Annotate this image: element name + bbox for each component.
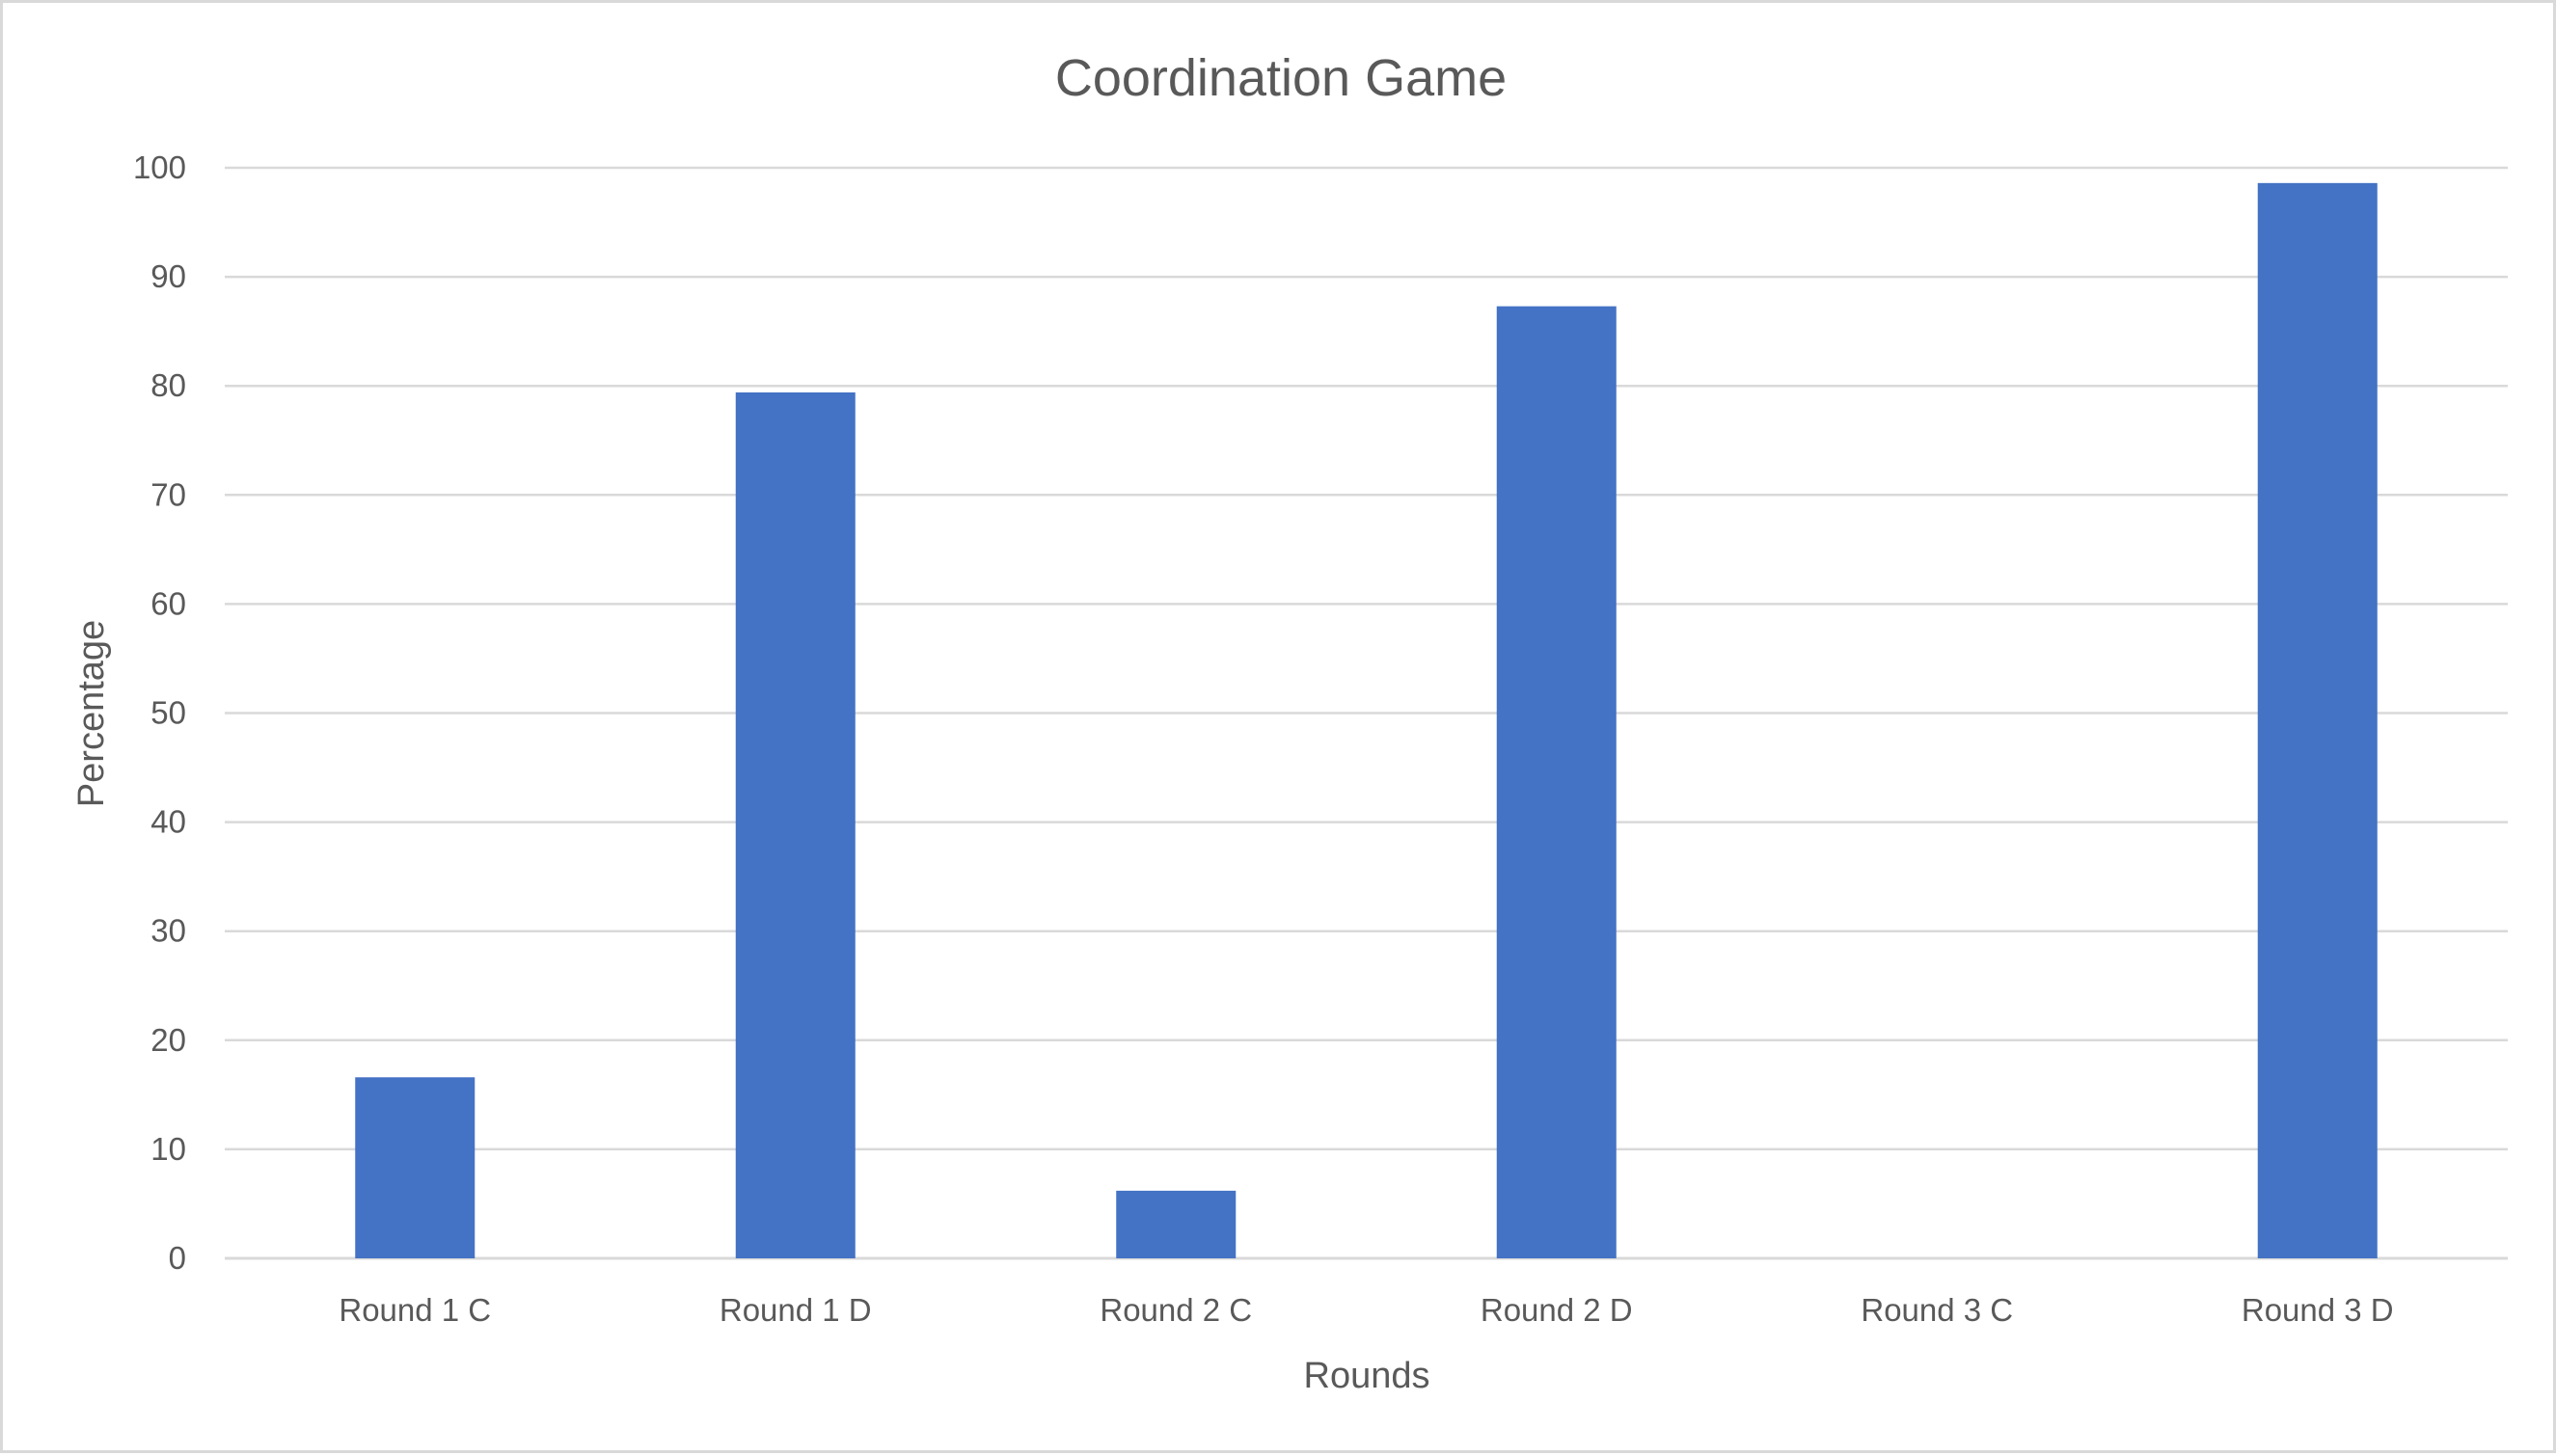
y-tick-label: 10: [150, 1131, 186, 1167]
y-tick-label: 70: [150, 476, 186, 512]
y-tick-label: 100: [133, 149, 186, 185]
x-axis-ticks: Round 1 C Round 1 D Round 2 C Round 2 D Roun…: [339, 1292, 2393, 1328]
bar-round-2-d: [1496, 306, 1617, 1259]
chart-title: Coordination Game: [1055, 49, 1507, 107]
y-tick-label: 20: [150, 1022, 186, 1058]
bar-round-1-d: [735, 391, 856, 1259]
y-tick-label: 40: [150, 804, 186, 840]
bars: [355, 182, 2378, 1259]
bar-round-1-c: [355, 1077, 476, 1258]
y-tick-label: 90: [150, 258, 186, 294]
y-tick-label: 60: [150, 585, 186, 621]
y-tick-label: 0: [169, 1240, 186, 1276]
y-tick-label: 50: [150, 695, 186, 731]
bar-round-2-c: [1116, 1190, 1237, 1258]
x-tick-label: Round 2 C: [1100, 1292, 1252, 1328]
y-axis-title: Percentage: [71, 620, 112, 807]
x-tick-label: Round 2 D: [1481, 1292, 1633, 1328]
y-tick-label: 30: [150, 913, 186, 949]
x-tick-label: Round 1 C: [339, 1292, 491, 1328]
x-tick-label: Round 1 D: [720, 1292, 872, 1328]
x-tick-label: Round 3 C: [1861, 1292, 2013, 1328]
x-axis-title: Rounds: [1304, 1356, 1430, 1396]
bar-round-3-d: [2257, 182, 2378, 1259]
x-tick-label: Round 3 D: [2242, 1292, 2394, 1328]
y-axis-ticks: 0 10 20 30 40 50 60 70 80 90 100: [133, 149, 186, 1276]
gridlines: [225, 166, 2508, 1260]
y-tick-label: 80: [150, 367, 186, 403]
